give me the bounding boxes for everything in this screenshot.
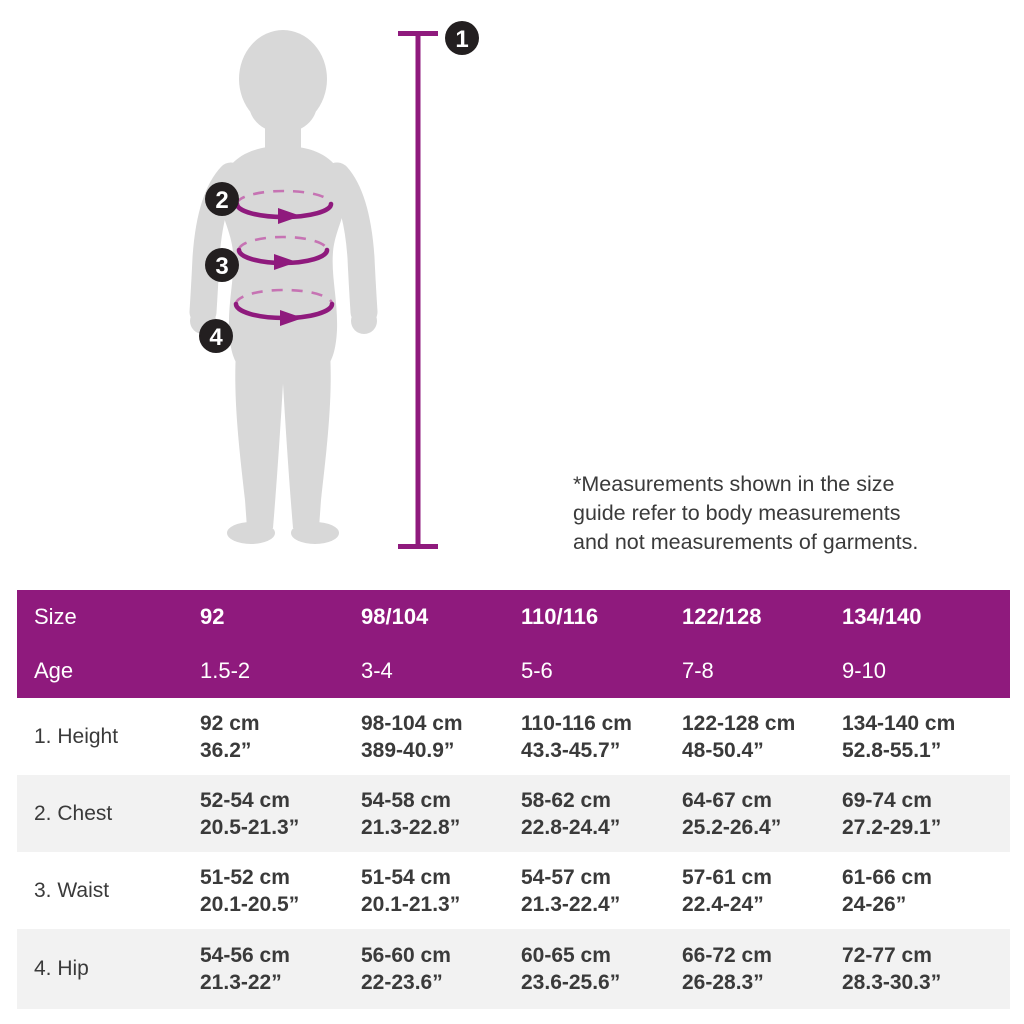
measurement-cell: 58-62 cm 22.8-24.4” [521,788,621,839]
size-table-header: Size 92 98/104 110/116 122/128 134/140 A… [17,590,1010,698]
measurement-cell: 134-140 cm 52.8-55.1” [842,711,956,762]
size-value: 92 [200,604,225,629]
measurement-cell: 72-77 cm 28.3-30.3” [842,944,942,994]
size-value: 122/128 [682,604,762,629]
svg-text:4: 4 [209,324,223,351]
table-row-chest: 2. Chest 52-54 cm 20.5-21.3” 54-58 cm 21.3… [17,775,1010,852]
size-header-row: Size 92 98/104 110/116 122/128 134/140 [17,590,1010,644]
marker-4-hip: 4 [199,319,233,353]
hip-arrow-icon [280,310,303,326]
row-label: 3. Waist [34,878,110,902]
row-label: 2. Chest [34,801,113,825]
measurement-cell: 98-104 cm 389-40.9” [361,711,463,762]
measurement-cell: 92 cm 36.2” [200,711,260,762]
svg-text:2: 2 [215,187,228,214]
measurement-cell: 56-60 cm 22-23.6” [361,944,451,994]
chest-arrow-icon [278,208,301,224]
measurement-cell: 54-57 cm 21.3-22.4” [521,865,621,916]
table-row-height: 1. Height 92 cm 36.2” 98-104 cm 389-40.9” … [17,698,1010,775]
svg-text:1: 1 [455,26,468,53]
measurement-cell: 61-66 cm 24-26” [842,865,932,916]
size-value: 134/140 [842,604,922,629]
age-header-row: Age 1.5-2 3-4 5-6 7-8 9-10 [17,644,1010,698]
size-value: 98/104 [361,604,429,629]
marker-1-height: 1 [445,21,479,55]
age-value: 5-6 [521,658,553,683]
marker-3-waist: 3 [205,248,239,282]
measurement-note: *Measurements shown in the size guide re… [573,470,965,557]
height-measure-line [398,31,438,549]
marker-2-chest: 2 [205,182,239,216]
note-line: *Measurements shown in the size [573,472,895,496]
age-value: 7-8 [682,658,714,683]
svg-text:3: 3 [215,253,228,280]
chest-measure-ring [234,189,334,224]
measurement-cell: 60-65 cm 23.6-25.6” [521,944,621,994]
size-table-body: 1. Height 92 cm 36.2” 98-104 cm 389-40.9” … [17,698,1010,1009]
measurement-cell: 51-52 cm 20.1-20.5” [200,865,300,916]
measurement-cell: 54-56 cm 21.3-22” [200,944,290,994]
size-table: Size 92 98/104 110/116 122/128 134/140 A… [17,590,1010,1009]
measurement-cell: 110-116 cm 43.3-45.7” [521,711,632,762]
measurement-cell: 122-128 cm 48-50.4” [682,711,796,762]
measurement-cell: 66-72 cm 26-28.3” [682,944,772,994]
child-silhouette-icon [189,30,378,544]
row-label: 1. Height [34,724,119,748]
measurement-diagram: 1 2 3 4 [189,21,479,549]
table-row-hip: 4. Hip 54-56 cm 21.3-22” 56-60 cm 22-23.6”… [17,929,1010,1009]
table-row-waist: 3. Waist 51-52 cm 20.1-20.5” 51-54 cm 20.1… [17,852,1010,929]
measurement-cell: 54-58 cm 21.3-22.8” [361,788,461,839]
size-value: 110/116 [521,604,599,629]
note-line: guide refer to body measurements [573,501,901,525]
measurement-cell: 52-54 cm 20.5-21.3” [200,788,300,839]
note-line: and not measurements of garments. [573,530,919,554]
measurement-cell: 51-54 cm 20.1-21.3” [361,865,461,916]
row-label: 4. Hip [34,957,89,980]
measurement-cell: 64-67 cm 25.2-26.4” [682,788,782,839]
hip-measure-ring [233,288,335,326]
waist-measure-ring [236,235,330,270]
age-value: 9-10 [842,658,887,683]
age-row-label: Age [34,658,74,683]
measurement-cell: 69-74 cm 27.2-29.1” [842,788,942,839]
age-value: 1.5-2 [200,658,251,683]
waist-arrow-icon [274,254,297,270]
measurement-cell: 57-61 cm 22.4-24” [682,865,772,916]
age-value: 3-4 [361,658,393,683]
size-row-label: Size [34,604,77,629]
